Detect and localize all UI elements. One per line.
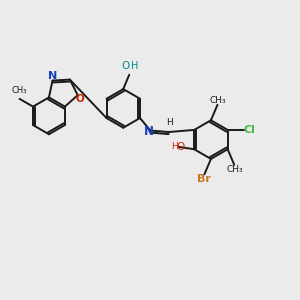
Text: N: N [48,71,57,81]
Text: O: O [121,61,130,71]
Text: CH₃: CH₃ [226,165,243,174]
Text: CH₃: CH₃ [11,86,27,95]
Text: CH₃: CH₃ [210,96,226,105]
Text: H: H [166,118,172,127]
Text: O: O [75,94,84,104]
Text: Br: Br [197,174,211,184]
Text: Cl: Cl [243,125,255,135]
Text: N: N [144,124,154,138]
Text: H: H [172,142,178,151]
Text: H: H [131,61,138,71]
Text: O: O [176,142,184,152]
